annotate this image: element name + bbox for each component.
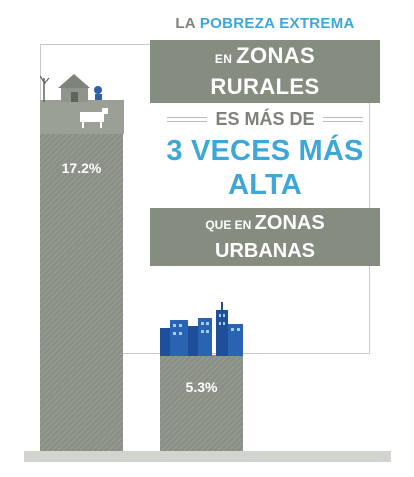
headline-line1-prefix: LA [175,15,200,32]
right-divider [322,117,363,122]
headline-highlight: POBREZA EXTREMA [199,15,355,32]
bar-1: 17.2% [40,134,123,453]
bar-1-label: 17.2% [61,160,102,176]
city-skyline-icon [160,302,243,356]
rural-box: EN ZONAS RURALES [150,40,380,103]
bar-2: 5.3% [160,354,243,453]
rural-small-text: EN [214,52,237,66]
emphasis-text: 3 VECES MÁS ALTA [166,135,364,201]
es-mas-row: ES MÁS DE [150,109,380,130]
headline-line1: LA POBREZA EXTREMA [150,14,380,34]
urban-small-text: QUE EN [205,218,255,232]
ground-strip [24,451,391,462]
rural-big-text: ZONAS RURALES [210,43,320,99]
headline: LA POBREZA EXTREMA EN ZONAS RURALES ES M… [150,14,380,266]
rural-village-icon [40,74,124,134]
es-mas-text: ES MÁS DE [215,109,315,129]
left-divider [167,117,208,122]
urban-box: QUE EN ZONAS URBANAS [150,208,380,266]
bar-2-label: 5.3% [185,378,218,395]
urban-big-text: ZONAS URBANAS [215,212,325,262]
